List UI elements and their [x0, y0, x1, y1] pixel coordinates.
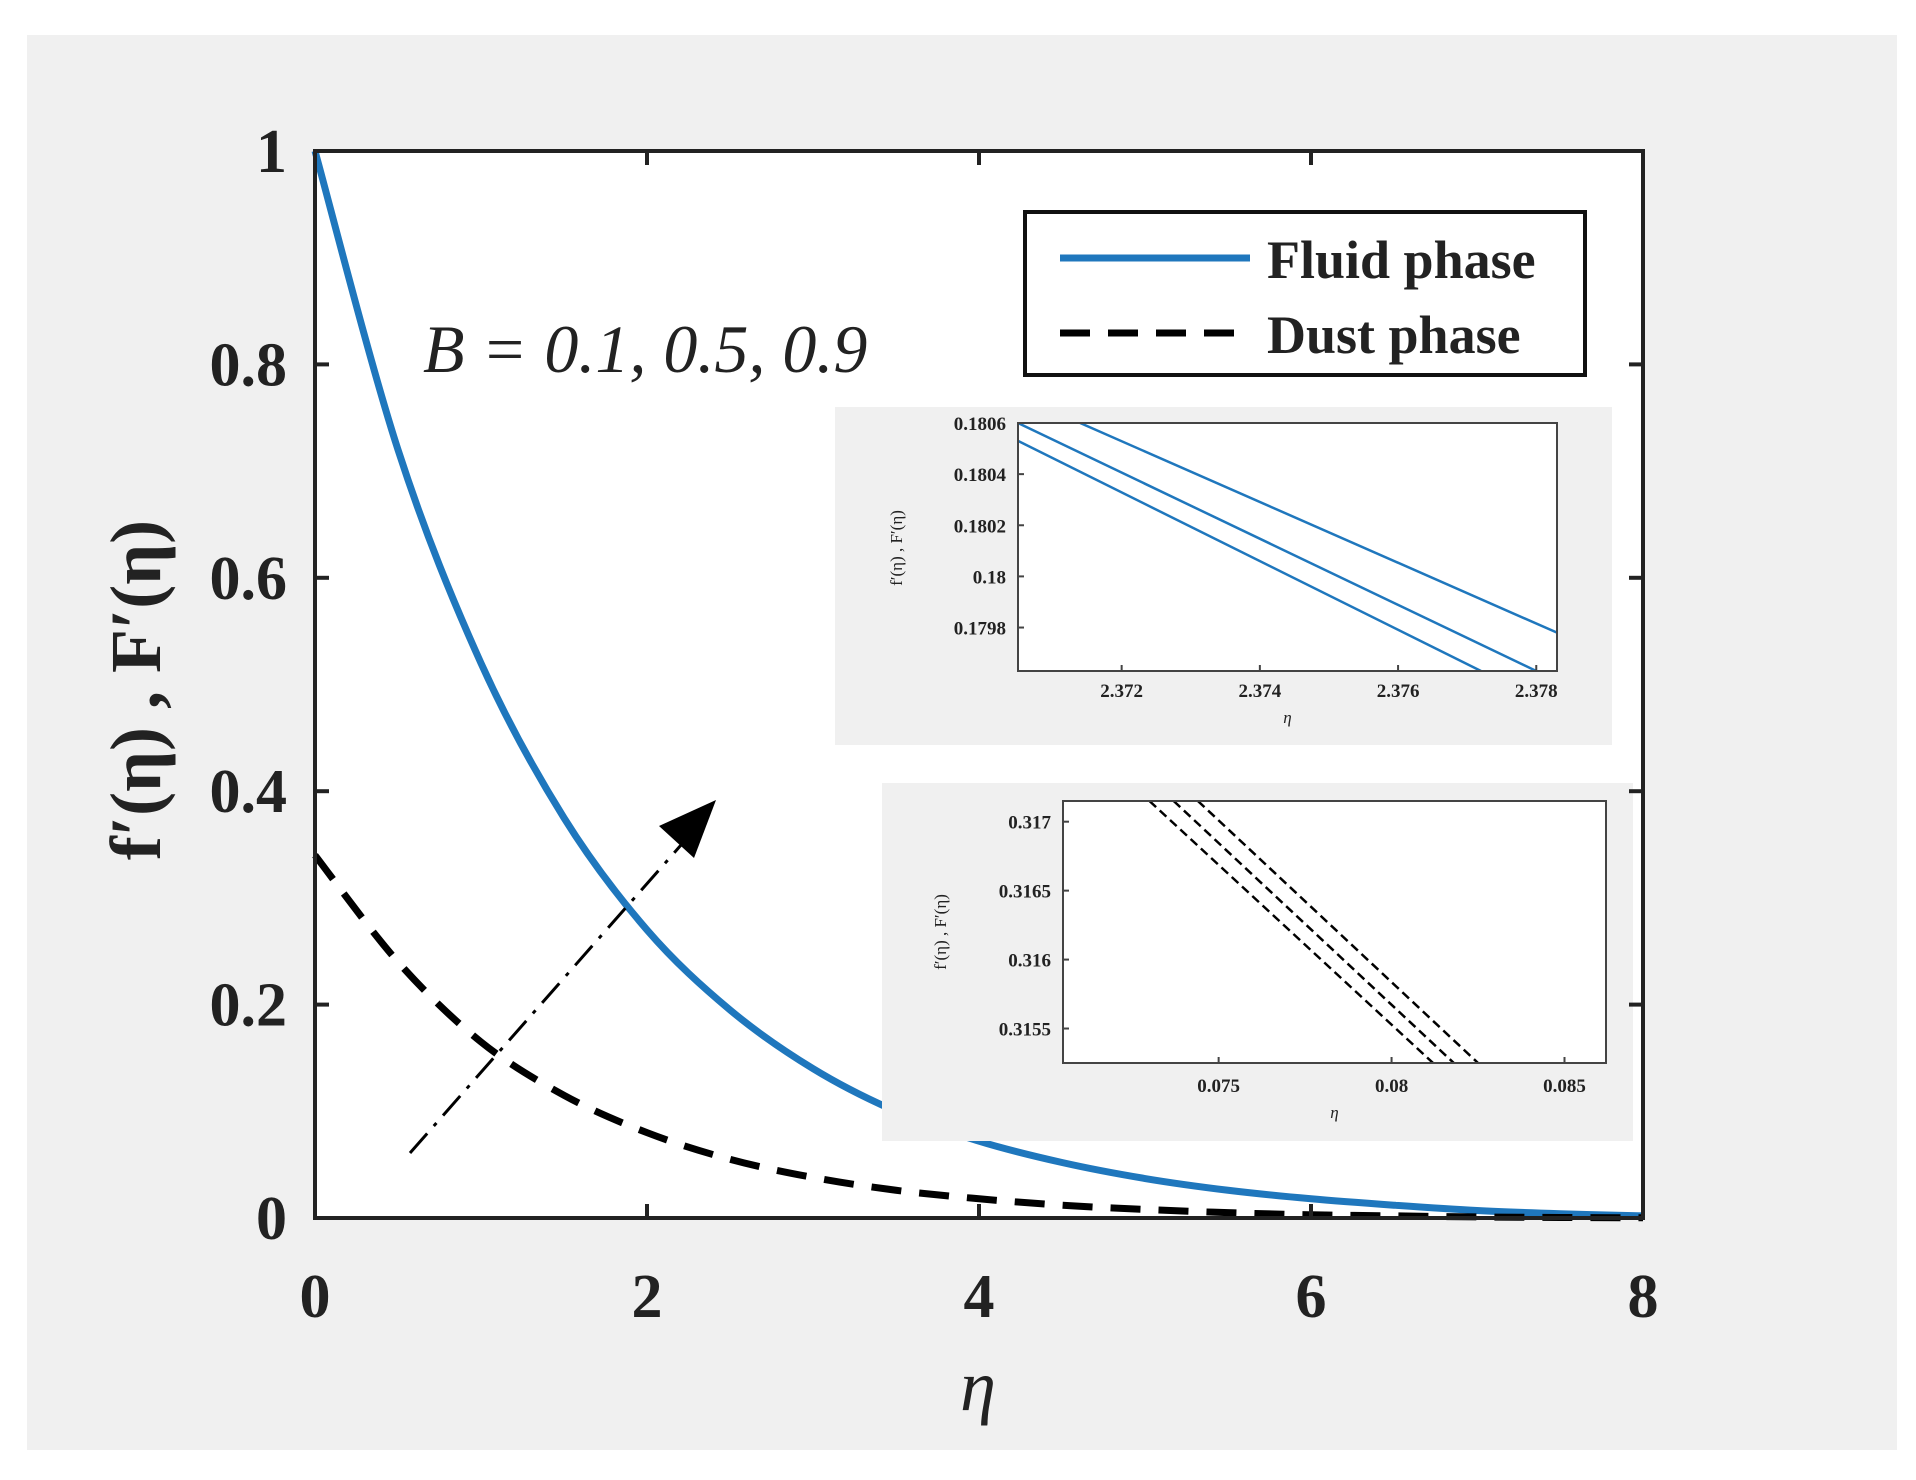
legend-box: [1023, 210, 1587, 377]
inset-y-tick-label: 0.1804: [954, 465, 1007, 486]
inset-bottom-plot-area: [1063, 801, 1606, 1063]
inset-x-tick-label: 2.374: [1238, 681, 1281, 702]
trend-arrow-head: [659, 800, 716, 858]
inset-x-tick-label: 2.376: [1377, 681, 1420, 702]
inset-top-layer: 2.372 2.374 2.376 2.378 0.1798 0.18 0.1802 0.18…: [887, 414, 1558, 727]
inset-x-tick-label: 0.08: [1375, 1076, 1408, 1097]
y-tick-label: 0.8: [210, 331, 288, 399]
y-tick-label: 1: [256, 118, 287, 186]
inset-y-tick-label: 0.1802: [954, 516, 1006, 537]
x-tick-label: 0: [300, 1263, 331, 1331]
main-frame-layer: 0 2 4 6 8 0 0.2 0.4 0.6 0.8 1 η f′(η) , F′(η): [96, 118, 1659, 1426]
x-tick-label: 2: [632, 1263, 663, 1331]
inset-series-line-1: [1018, 439, 1482, 671]
inset-series-line-3: [1079, 423, 1557, 634]
y-tick-label: 0.6: [210, 545, 288, 613]
inset-y-axis-label: f′(η) , F′(η): [931, 894, 950, 970]
inset-x-tick-label: 0.085: [1543, 1076, 1586, 1097]
trend-arrow-line: [408, 819, 705, 1154]
main-annotation-layer: B = 0.1, 0.5, 0.9: [408, 311, 867, 1154]
x-tick-label: 4: [964, 1263, 995, 1331]
inset-frame: [1062, 800, 1607, 1064]
y-axis-label: f′(η) , F′(η): [96, 520, 176, 860]
legend-label-fluid: Fluid phase: [1267, 230, 1536, 290]
inset-y-tick-label: 0.316: [1008, 951, 1051, 972]
x-tick-label: 8: [1628, 1263, 1659, 1331]
inset-series-line-2: [1018, 423, 1537, 671]
inset-x-tick-label: 2.378: [1515, 681, 1558, 702]
inset-x-tick-label: 0.075: [1197, 1076, 1240, 1097]
inset-x-axis-label: η: [1283, 708, 1291, 727]
inset-y-tick-label: 0.1798: [954, 619, 1006, 640]
x-axis-label: η: [960, 1346, 996, 1426]
inset-y-tick-label: 0.3155: [999, 1020, 1051, 1041]
inset-x-axis-label: η: [1330, 1103, 1338, 1122]
inset-series-line-1: [1148, 801, 1434, 1063]
inset-y-tick-label: 0.3165: [999, 882, 1051, 903]
inset-x-tick-label: 2.372: [1100, 681, 1143, 702]
inset-y-tick-label: 0.317: [1008, 813, 1051, 834]
y-tick-label: 0.4: [210, 758, 288, 826]
inset-lines: [1018, 423, 1557, 671]
legend: Fluid phase Dust phase: [1023, 210, 1587, 377]
inset-y-tick-label: 0.1806: [954, 414, 1006, 435]
y-tick-label: 0: [256, 1185, 287, 1253]
inset-y-tick-label: 0.18: [973, 567, 1006, 588]
x-tick-label: 6: [1296, 1263, 1327, 1331]
y-tick-label: 0.2: [210, 972, 288, 1040]
inset-lines: [1148, 801, 1479, 1063]
inset-top-plot-area: [1018, 423, 1557, 671]
inset-series-line-2: [1172, 801, 1455, 1063]
parameter-annotation: B = 0.1, 0.5, 0.9: [423, 311, 867, 387]
legend-label-dust: Dust phase: [1267, 305, 1521, 365]
inset-series-line-3: [1197, 801, 1479, 1063]
inset-bottom-layer: 0.075 0.08 0.085 0.3155 0.316 0.3165 0.317 η f′(…: [931, 800, 1607, 1122]
inset-frame: [1017, 422, 1558, 672]
inset-y-axis-label: f′(η) , F′(η): [887, 510, 906, 586]
